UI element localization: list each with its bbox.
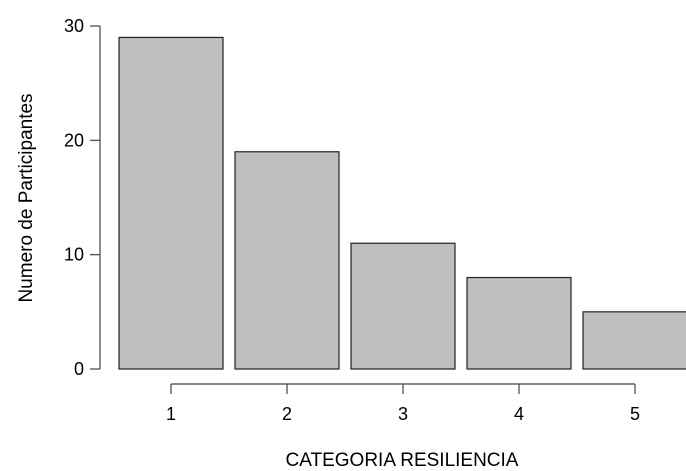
y-axis: 0 10 20 30 [64, 16, 101, 379]
x-tick-label: 5 [630, 404, 640, 424]
x-tick-label: 2 [282, 404, 292, 424]
bar-1 [118, 36, 224, 370]
bars [118, 36, 686, 370]
bar-5 [582, 311, 686, 370]
bar-4 [466, 276, 572, 370]
x-tick-label: 3 [398, 404, 408, 424]
x-axis-title: CATEGORIA RESILIENCIA [286, 450, 519, 471]
x-tick-label: 1 [166, 404, 176, 424]
y-tick-label: 30 [64, 16, 84, 36]
x-axis: 1 2 3 4 5 [166, 383, 640, 424]
y-tick-label: 10 [64, 245, 84, 265]
y-tick-label: 20 [64, 130, 84, 150]
bar-2 [234, 151, 340, 370]
x-tick-label: 4 [514, 404, 524, 424]
bar-3 [350, 242, 456, 370]
y-axis-title: Numero de Participantes [16, 93, 37, 302]
y-tick-label: 0 [74, 359, 84, 379]
